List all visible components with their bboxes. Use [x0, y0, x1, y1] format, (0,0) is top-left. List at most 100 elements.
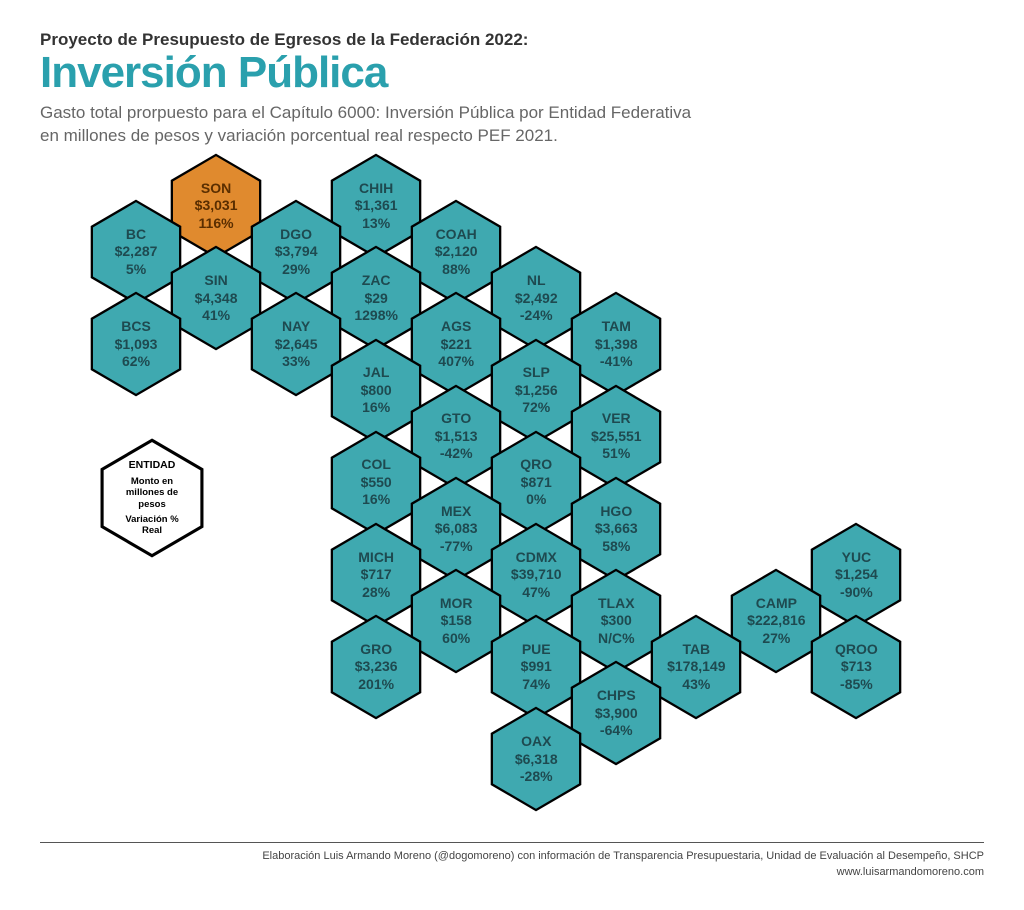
- hex-label: OAX: [521, 733, 551, 751]
- hex-gto: GTO$1,513-42%: [410, 384, 502, 490]
- hex-amount: $3,900: [595, 705, 638, 723]
- hex-amount: $1,513: [435, 428, 478, 446]
- hex-label: QRO: [520, 456, 552, 474]
- legend-hex: ENTIDAD Monto en millones de pesos Varia…: [100, 438, 204, 558]
- hex-amount: $158: [441, 612, 472, 630]
- hex-pct: 16%: [362, 399, 390, 417]
- hex-amount: $6,083: [435, 520, 478, 538]
- hex-col: COL$55016%: [330, 430, 422, 536]
- hex-label: TAB: [682, 641, 710, 659]
- hex-pct: 5%: [126, 261, 146, 279]
- hex-camp: CAMP$222,81627%: [730, 568, 822, 674]
- hex-chih: CHIH$1,36113%: [330, 153, 422, 259]
- hex-pct: -90%: [840, 584, 873, 602]
- hex-pct: 28%: [362, 584, 390, 602]
- hex-label: NL: [527, 272, 546, 290]
- hex-bc: BC$2,2875%: [90, 199, 182, 305]
- hex-label: CHIH: [359, 180, 393, 198]
- hex-pct: -77%: [440, 538, 473, 556]
- hex-amount: $1,256: [515, 382, 558, 400]
- hex-label: MOR: [440, 595, 473, 613]
- hex-amount: $3,031: [195, 197, 238, 215]
- footer: Elaboración Luis Armando Moreno (@dogomo…: [40, 842, 984, 880]
- footer-credits: Elaboración Luis Armando Moreno (@dogomo…: [262, 850, 984, 862]
- hex-qroo: QROO$713-85%: [810, 614, 902, 720]
- hex-label: YUC: [842, 549, 872, 567]
- supertitle: Proyecto de Presupuesto de Egresos de la…: [40, 30, 984, 50]
- hex-label: MEX: [441, 503, 471, 521]
- hex-nay: NAY$2,64533%: [250, 291, 342, 397]
- hex-amount: $4,348: [195, 290, 238, 308]
- hex-pct: 74%: [522, 676, 550, 694]
- hex-mich: MICH$71728%: [330, 522, 422, 628]
- hex-map: ENTIDAD Monto en millones de pesos Varia…: [0, 163, 1024, 803]
- hex-pct: 0%: [526, 491, 546, 509]
- hex-amount: $1,254: [835, 566, 878, 584]
- hex-cdmx: CDMX$39,71047%: [490, 522, 582, 628]
- hex-amount: $3,236: [355, 658, 398, 676]
- subtitle-line2: en millones de pesos y variación porcent…: [40, 126, 558, 145]
- hex-gro: GRO$3,236201%: [330, 614, 422, 720]
- hex-amount: $39,710: [511, 566, 562, 584]
- hex-yuc: YUC$1,254-90%: [810, 522, 902, 628]
- hex-label: SON: [201, 180, 231, 198]
- hex-pct: 60%: [442, 630, 470, 648]
- hex-pct: 72%: [522, 399, 550, 417]
- hex-pct: 1298%: [354, 307, 398, 325]
- hex-oax: OAX$6,318-28%: [490, 706, 582, 812]
- hex-amount: $713: [841, 658, 872, 676]
- hex-tam: TAM$1,398-41%: [570, 291, 662, 397]
- hex-amount: $1,361: [355, 197, 398, 215]
- hex-pct: 13%: [362, 215, 390, 233]
- hex-tlax: TLAX$300N/C%: [570, 568, 662, 674]
- hex-slp: SLP$1,25672%: [490, 338, 582, 444]
- hex-label: PUE: [522, 641, 551, 659]
- hex-jal: JAL$80016%: [330, 338, 422, 444]
- hex-pct: 58%: [602, 538, 630, 556]
- hex-pct: 47%: [522, 584, 550, 602]
- hex-amount: $800: [361, 382, 392, 400]
- hex-amount: $1,398: [595, 336, 638, 354]
- hex-pct: 62%: [122, 353, 150, 371]
- hex-dgo: DGO$3,79429%: [250, 199, 342, 305]
- hex-coah: COAH$2,12088%: [410, 199, 502, 305]
- hex-pct: -42%: [440, 445, 473, 463]
- hex-label: AGS: [441, 318, 471, 336]
- hex-label: JAL: [363, 364, 389, 382]
- hex-amount: $2,645: [275, 336, 318, 354]
- hex-pct: 51%: [602, 445, 630, 463]
- hex-tab: TAB$178,14943%: [650, 614, 742, 720]
- hex-pct: 116%: [199, 215, 234, 233]
- hex-amount: $6,318: [515, 751, 558, 769]
- hex-bcs: BCS$1,09362%: [90, 291, 182, 397]
- hex-label: COL: [361, 456, 391, 474]
- hex-qro: QRO$8710%: [490, 430, 582, 536]
- hex-pct: 27%: [762, 630, 790, 648]
- hex-pct: -24%: [520, 307, 553, 325]
- footer-url: www.luisarmandomoreno.com: [837, 866, 984, 878]
- hex-pct: 29%: [282, 261, 310, 279]
- hex-amount: $1,093: [115, 336, 158, 354]
- hex-amount: $3,663: [595, 520, 638, 538]
- hex-label: SLP: [523, 364, 550, 382]
- hex-label: CHPS: [597, 687, 636, 705]
- hex-amount: $991: [521, 658, 552, 676]
- hex-pct: 43%: [682, 676, 710, 694]
- hex-label: SIN: [204, 272, 227, 290]
- hex-label: DGO: [280, 226, 312, 244]
- header: Proyecto de Presupuesto de Egresos de la…: [0, 0, 1024, 158]
- hex-pct: 88%: [442, 261, 470, 279]
- hex-pct: -28%: [520, 768, 553, 786]
- hex-nl: NL$2,492-24%: [490, 245, 582, 351]
- hex-pct: 407%: [438, 353, 474, 371]
- hex-label: GTO: [441, 410, 471, 428]
- hex-amount: $178,149: [667, 658, 725, 676]
- hex-pct: N/C%: [598, 630, 635, 648]
- hex-label: QROO: [835, 641, 878, 659]
- subtitle: Gasto total prorpuesto para el Capítulo …: [40, 102, 984, 148]
- hex-label: BC: [126, 226, 146, 244]
- hex-hgo: HGO$3,66358%: [570, 476, 662, 582]
- hex-amount: $871: [521, 474, 552, 492]
- subtitle-line1: Gasto total prorpuesto para el Capítulo …: [40, 103, 691, 122]
- legend-entity: ENTIDAD: [129, 459, 176, 472]
